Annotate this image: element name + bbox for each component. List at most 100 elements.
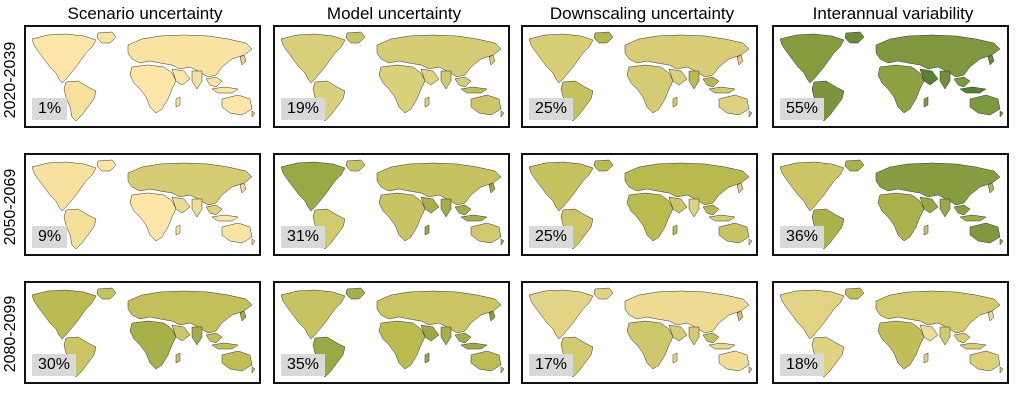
region-africa (626, 192, 674, 242)
region-japan (987, 54, 995, 66)
region-japan (488, 182, 496, 194)
region-australia (969, 94, 1001, 116)
region-australia (221, 350, 253, 372)
column-title-downscaling: Downscaling uncertainty (549, 4, 735, 23)
percentage-badge: 17% (529, 354, 574, 376)
region-australia (718, 94, 750, 116)
region-nz (251, 110, 256, 118)
region-eurasia (875, 290, 1001, 334)
region-nz (251, 238, 256, 246)
region-greenland (593, 159, 614, 172)
region-south-america (63, 208, 97, 250)
region-india (688, 198, 700, 218)
percentage-badge: 36% (780, 226, 825, 248)
column-title-model: Model uncertainty (326, 4, 462, 23)
region-madagascar (175, 96, 181, 108)
percentage-badge: 9% (32, 226, 68, 248)
region-arabia (919, 196, 939, 214)
region-greenland (345, 159, 366, 172)
region-africa (877, 320, 925, 370)
region-africa (378, 64, 426, 114)
region-south-america (63, 80, 97, 122)
region-se-asia (205, 76, 223, 88)
region-nz (999, 366, 1004, 374)
region-india (440, 70, 452, 90)
region-japan (736, 310, 744, 322)
map-panel-downscaling-2020: 25% (521, 25, 758, 128)
row-label-2080: 2080-2099 (2, 295, 19, 373)
region-indonesia (959, 214, 987, 222)
percentage-badge: 1% (32, 98, 68, 120)
region-arabia (420, 68, 440, 86)
region-se-asia (953, 76, 971, 88)
region-nz (500, 238, 505, 246)
region-se-asia (454, 76, 472, 88)
map-panel-interannual-2050: 36% (772, 153, 1009, 256)
region-greenland (345, 287, 366, 300)
region-india (440, 326, 452, 346)
region-madagascar (424, 352, 430, 364)
region-australia (718, 222, 750, 244)
region-africa (626, 320, 674, 370)
region-greenland (593, 287, 614, 300)
map-panel-downscaling-2050: 25% (521, 153, 758, 256)
region-greenland (844, 287, 865, 300)
region-se-asia (205, 332, 223, 344)
region-eurasia (127, 290, 253, 334)
region-north-america (31, 33, 97, 84)
region-india (688, 326, 700, 346)
region-arabia (919, 324, 939, 342)
map-panel-scenario-2080: 30% (24, 281, 261, 384)
region-india (191, 70, 203, 90)
region-nz (999, 110, 1004, 118)
world-map (31, 159, 256, 250)
world-map (280, 31, 505, 122)
region-nz (748, 238, 753, 246)
map-panel-model-2050: 31% (273, 153, 510, 256)
region-india (191, 326, 203, 346)
region-africa (378, 192, 426, 242)
region-eurasia (624, 34, 750, 78)
region-greenland (96, 287, 117, 300)
region-greenland (96, 159, 117, 172)
region-madagascar (672, 96, 678, 108)
column-title-scenario: Scenario uncertainty (67, 4, 223, 23)
region-madagascar (672, 352, 678, 364)
region-india (191, 198, 203, 218)
region-australia (470, 222, 502, 244)
region-japan (736, 182, 744, 194)
region-north-america (280, 289, 346, 340)
region-indonesia (708, 342, 736, 350)
world-map (779, 159, 1004, 250)
percentage-badge: 31% (281, 226, 326, 248)
region-africa (877, 64, 925, 114)
region-australia (470, 94, 502, 116)
region-nz (748, 366, 753, 374)
region-greenland (593, 31, 614, 44)
map-panel-model-2020: 19% (273, 25, 510, 128)
region-north-america (528, 33, 594, 84)
region-nz (500, 366, 505, 374)
region-se-asia (953, 204, 971, 216)
column-title-interannual: Interannual variability (812, 4, 974, 23)
region-india (688, 70, 700, 90)
region-madagascar (923, 96, 929, 108)
row-label-2050: 2050-2069 (2, 168, 19, 246)
world-map (280, 287, 505, 378)
region-india (440, 198, 452, 218)
region-japan (736, 54, 744, 66)
region-eurasia (875, 162, 1001, 206)
region-africa (129, 192, 177, 242)
region-eurasia (624, 290, 750, 334)
region-arabia (171, 324, 191, 342)
region-indonesia (460, 214, 488, 222)
world-map (528, 159, 753, 250)
region-africa (626, 64, 674, 114)
region-north-america (280, 161, 346, 212)
region-north-america (779, 289, 845, 340)
region-africa (877, 192, 925, 242)
region-indonesia (460, 342, 488, 350)
map-panel-model-2080: 35% (273, 281, 510, 384)
world-map (31, 31, 256, 122)
map-panel-scenario-2050: 9% (24, 153, 261, 256)
